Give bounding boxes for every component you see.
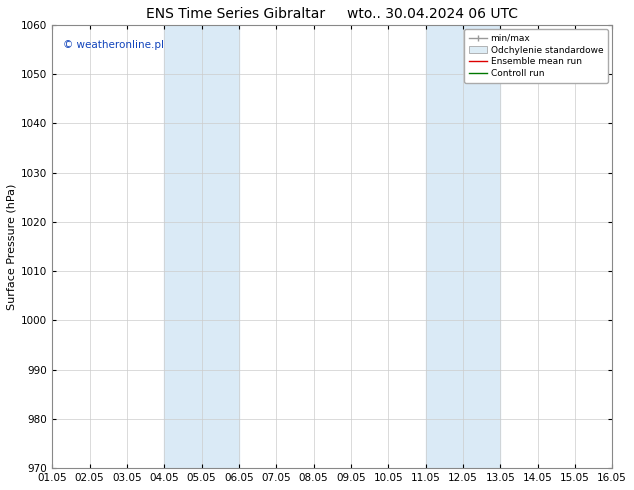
Title: ENS Time Series Gibraltar     wto.. 30.04.2024 06 UTC: ENS Time Series Gibraltar wto.. 30.04.20…	[146, 7, 518, 21]
Bar	[164, 25, 239, 468]
Y-axis label: Surface Pressure (hPa): Surface Pressure (hPa)	[7, 183, 17, 310]
Bar	[425, 25, 500, 468]
Legend: min/max, Odchylenie standardowe, Ensemble mean run, Controll run: min/max, Odchylenie standardowe, Ensembl…	[464, 29, 607, 82]
Text: © weatheronline.pl: © weatheronline.pl	[63, 40, 164, 50]
